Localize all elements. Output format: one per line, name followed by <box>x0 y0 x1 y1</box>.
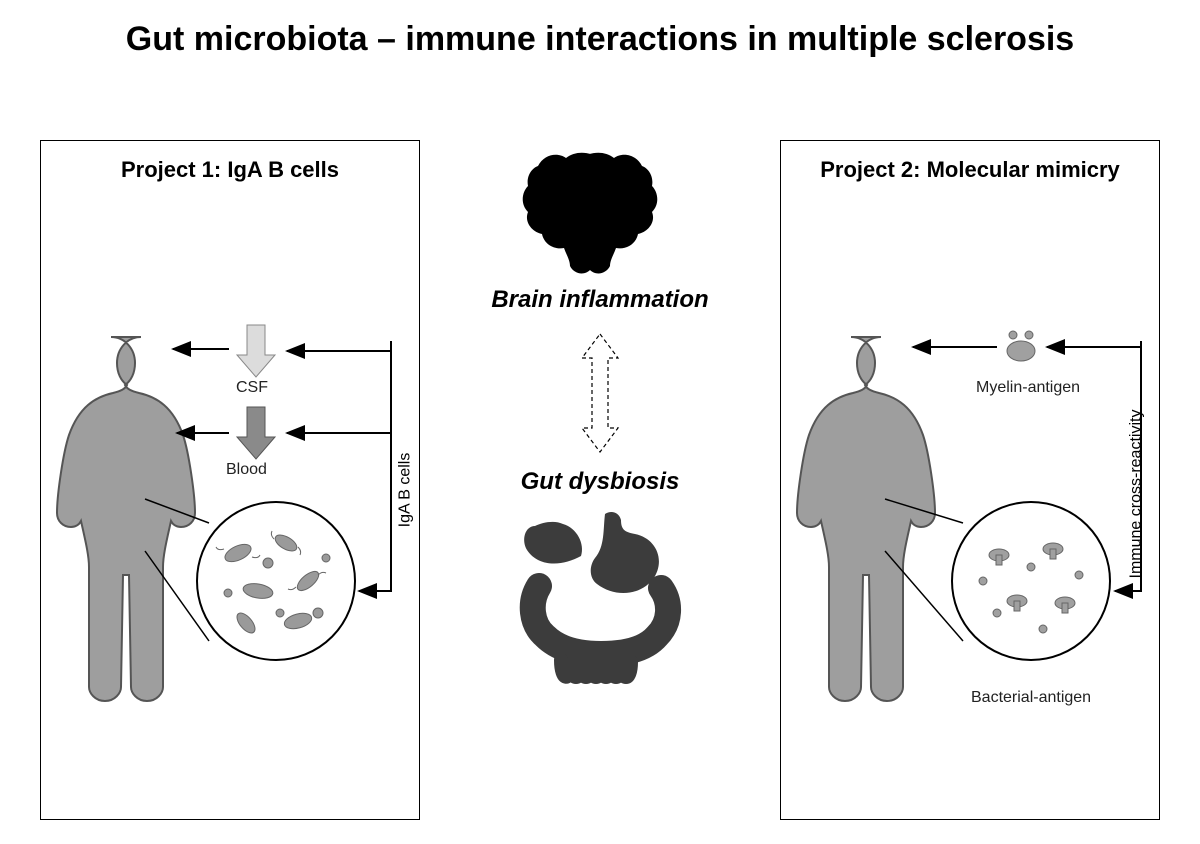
project-2-title: Project 2: Molecular mimicry <box>781 157 1159 183</box>
brain-inflammation-label: Brain inflammation <box>491 286 708 314</box>
brain-icon <box>520 150 680 280</box>
csf-label: CSF <box>236 379 268 397</box>
gut-dysbiosis-label: Gut dysbiosis <box>521 468 680 496</box>
blood-label: Blood <box>226 461 267 479</box>
cross-reactivity-vertical-label: Immune cross-reactivity <box>1128 410 1146 579</box>
project-2-panel: Project 2: Molecular mimicry <box>780 140 1160 820</box>
human-silhouette-icon-2 <box>791 331 971 751</box>
project-1-panel: Project 1: IgA B cells <box>40 140 420 820</box>
main-title: Gut microbiota – immune interactions in … <box>0 20 1200 59</box>
myelin-antigen-label: Myelin-antigen <box>976 379 1080 397</box>
gut-microbiota-icon <box>196 501 356 661</box>
gut-icon <box>515 506 685 706</box>
double-arrow-icon <box>570 328 630 458</box>
bacterial-antigen-label: Bacterial-antigen <box>971 689 1091 707</box>
project-1-title: Project 1: IgA B cells <box>41 157 419 183</box>
iga-bcells-vertical-label: IgA B cells <box>397 453 415 528</box>
center-column: Brain inflammation Gut dysbiosis <box>440 140 760 820</box>
bacterial-antigen-icon <box>951 501 1111 661</box>
csf-arrow-icon <box>231 321 281 381</box>
myelin-antigen-icon <box>1001 329 1041 365</box>
blood-arrow-icon <box>231 403 281 463</box>
